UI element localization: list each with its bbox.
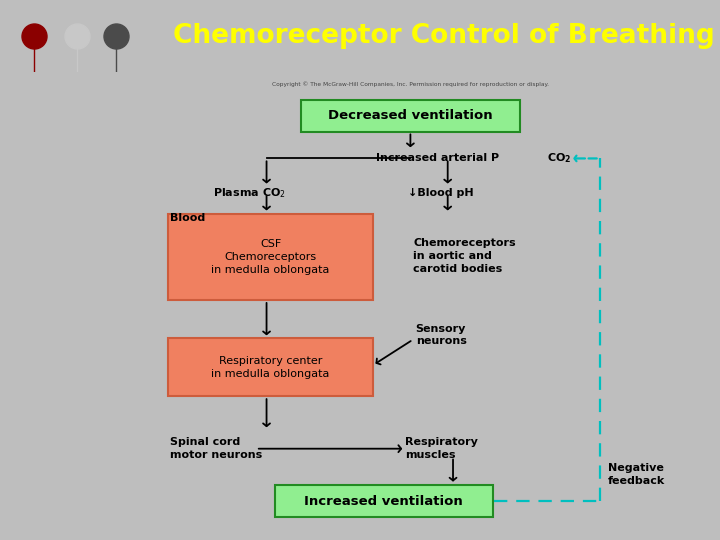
FancyBboxPatch shape — [168, 338, 373, 396]
Text: Plasma CO$_2$: Plasma CO$_2$ — [213, 186, 286, 200]
Text: Respiratory
muscles: Respiratory muscles — [405, 437, 478, 460]
Text: $\mathbf{CO_2}$: $\mathbf{CO_2}$ — [546, 152, 571, 165]
Text: Negative
feedback: Negative feedback — [608, 463, 665, 485]
Text: CSF
Chemoreceptors
in medulla oblongata: CSF Chemoreceptors in medulla oblongata — [212, 239, 330, 275]
Text: Blood: Blood — [170, 213, 204, 223]
Text: Respiratory center
in medulla oblongata: Respiratory center in medulla oblongata — [212, 356, 330, 379]
Text: Sensory
neurons: Sensory neurons — [415, 323, 467, 346]
FancyBboxPatch shape — [168, 214, 373, 300]
Text: Increased ventilation: Increased ventilation — [305, 495, 463, 508]
Text: Copyright © The McGraw-Hill Companies, Inc. Permission required for reproduction: Copyright © The McGraw-Hill Companies, I… — [272, 82, 549, 87]
Text: Chemoreceptors
in aortic and
carotid bodies: Chemoreceptors in aortic and carotid bod… — [413, 238, 516, 274]
FancyBboxPatch shape — [274, 485, 493, 517]
Text: Chemoreceptor Control of Breathing: Chemoreceptor Control of Breathing — [173, 23, 714, 49]
Text: Decreased ventilation: Decreased ventilation — [328, 109, 492, 122]
Text: Spinal cord
motor neurons: Spinal cord motor neurons — [170, 437, 262, 460]
FancyBboxPatch shape — [301, 100, 520, 132]
Text: ↓Blood pH: ↓Blood pH — [408, 188, 473, 198]
Text: Increased arterial P: Increased arterial P — [376, 153, 499, 164]
